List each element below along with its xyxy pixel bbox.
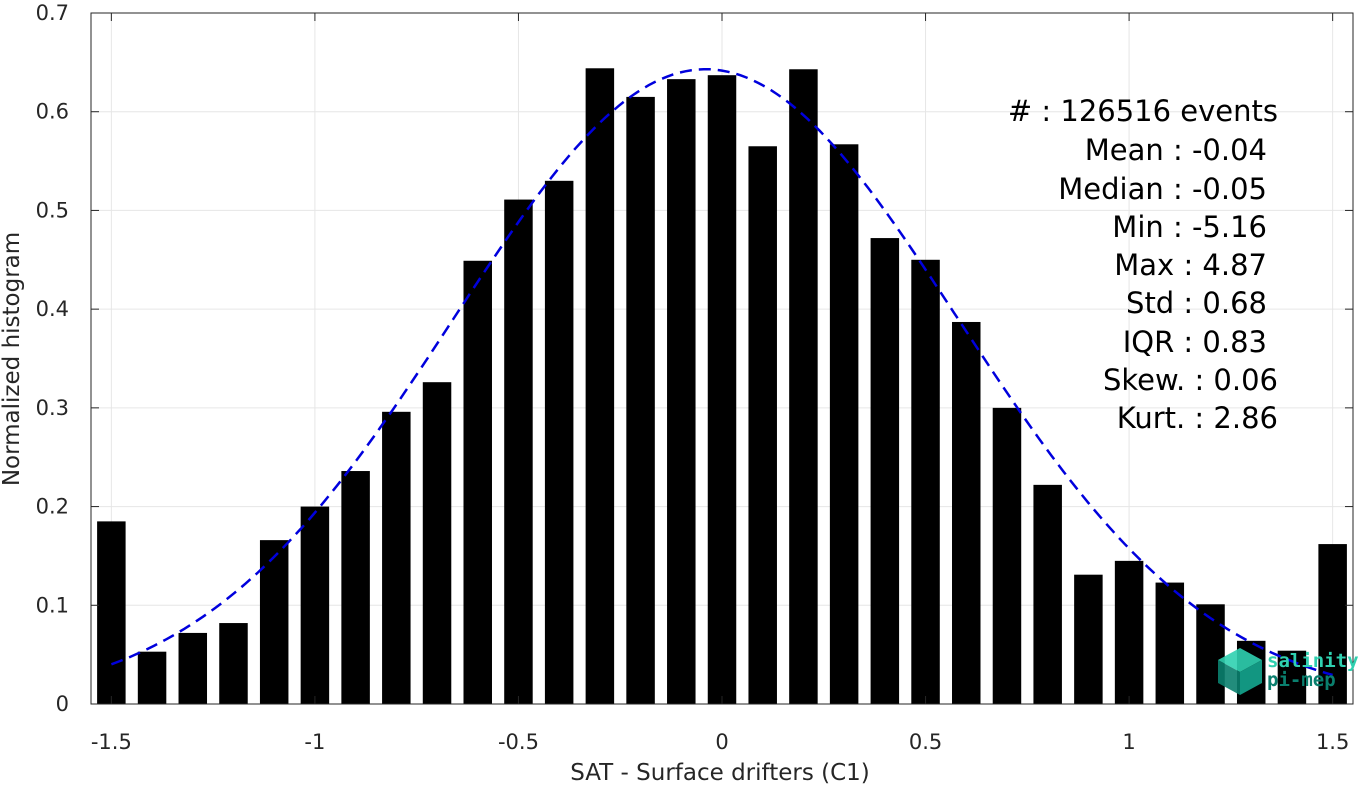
histogram-bar (1196, 604, 1225, 704)
y-tick-labels: 0 0.1 0.2 0.3 0.4 0.5 0.6 0.7 (36, 1, 69, 716)
histogram-bar (626, 96, 655, 704)
histogram-bar (382, 411, 411, 704)
histogram-bar (992, 407, 1022, 704)
histogram-bar (422, 382, 452, 704)
y-tick-label: 0.2 (36, 495, 69, 519)
histogram-bar (1155, 582, 1185, 704)
x-tick-label: 1 (1122, 730, 1135, 754)
histogram-bar (178, 632, 208, 704)
stat-iqr: IQR : 0.83 (1123, 325, 1267, 359)
x-tick-labels: -1.5 -1 -0.5 0 0.5 1 1.5 (91, 730, 1349, 754)
x-tick-label: 0.5 (909, 730, 942, 754)
histogram-bar (1318, 544, 1347, 704)
x-tick-label: 1.5 (1316, 730, 1349, 754)
stat-skew: Skew. : 0.06 (1103, 363, 1278, 397)
histogram-bar (341, 471, 370, 704)
y-tick-label: 0.4 (36, 297, 69, 321)
histogram-bar (585, 68, 615, 704)
histogram-bar (707, 75, 737, 704)
histogram-bar (504, 199, 533, 704)
x-tick-label: 0 (715, 730, 728, 754)
histogram-bar (1277, 650, 1307, 704)
y-tick-label: 0.5 (36, 198, 69, 222)
histogram-bar (544, 180, 574, 705)
cube-icon (1218, 648, 1262, 695)
y-tick-label: 0.6 (36, 100, 69, 124)
stat-kurt: Kurt. : 2.86 (1117, 401, 1278, 435)
x-tick-label: -0.5 (498, 730, 539, 754)
x-axis-label: SAT - Surface drifters (C1) (570, 760, 870, 785)
y-tick-label: 0.7 (36, 1, 69, 25)
stat-max: Max : 4.87 (1114, 248, 1267, 282)
stat-events: # : 126516 events (1008, 94, 1278, 128)
fit-curve (110, 68, 1333, 677)
histogram-bar (1074, 574, 1103, 704)
histogram-bar (1114, 560, 1144, 704)
stat-mean: Mean : -0.04 (1085, 133, 1267, 167)
x-tick-label: -1.5 (91, 730, 132, 754)
stat-median: Median : -0.05 (1058, 172, 1267, 206)
logo-line1: salinity (1267, 650, 1359, 672)
histogram-bar (870, 238, 900, 704)
histogram-bar (97, 521, 126, 704)
histogram-bar (219, 623, 248, 704)
histogram-bar (748, 146, 777, 704)
histogram-bar (1033, 484, 1062, 704)
histogram-bar (300, 506, 330, 704)
histogram-bar (137, 651, 167, 704)
y-axis-label: Normalized histogram (0, 232, 25, 486)
axes-frame (90, 12, 1354, 705)
histogram-bar (829, 144, 859, 705)
histogram-bar (463, 260, 492, 704)
logo-line2: pi-mep (1267, 669, 1336, 691)
histogram-bar (789, 69, 818, 704)
x-tick-label: -1 (304, 730, 325, 754)
histogram-bar (259, 540, 289, 704)
y-tick-label: 0.3 (36, 396, 69, 420)
y-tick-label: 0.1 (36, 593, 69, 617)
stat-std: Std : 0.68 (1126, 286, 1267, 320)
bars (97, 68, 1347, 705)
stats-box: # : 126516 events Mean : -0.04 Median : … (1008, 94, 1278, 435)
histogram-bar (911, 259, 940, 704)
gaussian-fit-line (110, 68, 1333, 677)
salinity-pimep-logo: salinity pi-mep (1218, 648, 1359, 695)
y-tick-label: 0 (56, 692, 69, 716)
histogram-bar (952, 321, 981, 704)
stat-min: Min : -5.16 (1112, 210, 1267, 244)
histogram-bar (667, 79, 696, 705)
